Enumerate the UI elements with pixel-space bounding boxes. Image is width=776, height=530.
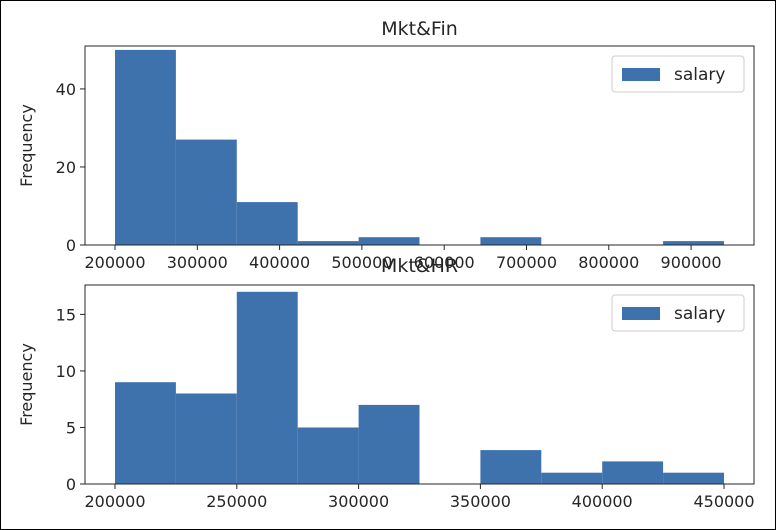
histogram-bar-0-2: [236, 202, 298, 245]
y-axis-label: Frequency: [17, 104, 36, 187]
x-tick-label: 800000: [578, 253, 639, 272]
legend: salary: [611, 55, 745, 93]
histogram-bar-1-1: [175, 393, 237, 484]
subplot-title: Mkt&Fin: [381, 18, 458, 40]
y-tick-label: 10: [56, 362, 76, 381]
x-tick-label: 350000: [450, 492, 511, 511]
y-tick-label: 0: [66, 236, 76, 255]
y-tick-label: 40: [56, 80, 76, 99]
y-tick-label: 20: [56, 158, 76, 177]
x-tick-label: 250000: [206, 492, 267, 511]
histogram-bar-1-8: [602, 461, 664, 484]
x-tick-label: 200000: [84, 253, 145, 272]
histogram-bar-0-9: [663, 241, 724, 245]
histogram-bar-0-3: [297, 241, 359, 245]
histogram-bar-1-7: [541, 472, 603, 484]
x-tick-label: 300000: [328, 492, 389, 511]
y-tick-label: 0: [66, 475, 76, 494]
histogram-bar-0-6: [480, 237, 542, 245]
histogram-bar-0-0: [115, 49, 176, 246]
axes-frame: [84, 284, 755, 485]
y-axis-label: Frequency: [17, 343, 36, 426]
subplot-mkt-fin: 200000 300000 400000 500000 600000 700000 8000…: [17, 18, 755, 272]
x-tick-label: 450000: [693, 492, 754, 511]
x-tick-label: 200000: [84, 492, 145, 511]
x-tick-label: 400000: [249, 253, 310, 272]
subplot-title: Mkt&HR: [381, 255, 458, 277]
legend-box: [611, 294, 745, 332]
subplot-mkt-hr: 200000 250000 300000 350000 400000 450000 0 5 10…: [17, 255, 755, 511]
x-tick-label: 500000: [331, 253, 392, 272]
x-tick-label: 600000: [414, 253, 475, 272]
histogram-bar-0-1: [175, 139, 237, 245]
y-tick-label: 5: [66, 418, 76, 437]
y-tick-label: 15: [56, 305, 76, 324]
histogram-bar-0-4: [358, 237, 420, 245]
histogram-bar-1-9: [663, 472, 724, 484]
x-tick-label: 300000: [167, 253, 228, 272]
histogram-bar-1-0: [115, 382, 176, 484]
x-tick-label: 700000: [496, 253, 557, 272]
legend-label: salary: [674, 304, 725, 324]
legend-swatch: [622, 68, 660, 81]
histogram-bar-1-2: [236, 291, 298, 484]
legend-swatch: [622, 307, 660, 320]
histogram-bar-1-3: [297, 427, 359, 484]
histogram-bar-1-4: [358, 404, 420, 484]
axes-frame: [84, 45, 755, 246]
x-tick-label: 900000: [661, 253, 722, 272]
histogram-bar-1-6: [480, 450, 542, 484]
x-tick-label: 400000: [572, 492, 633, 511]
legend-label: salary: [674, 65, 725, 85]
legend-box: [611, 55, 745, 93]
legend: salary: [611, 294, 745, 332]
